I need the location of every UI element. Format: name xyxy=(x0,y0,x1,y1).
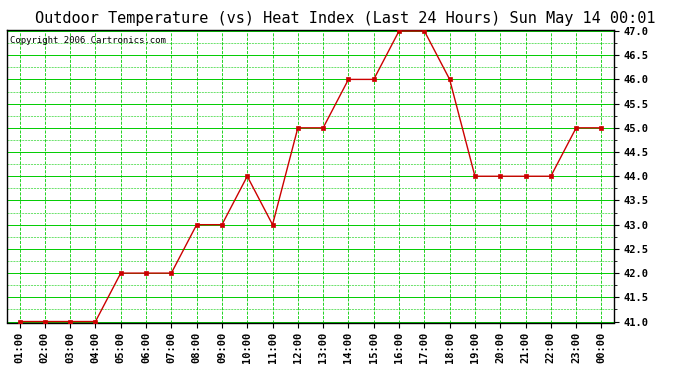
Text: Outdoor Temperature (vs) Heat Index (Last 24 Hours) Sun May 14 00:01: Outdoor Temperature (vs) Heat Index (Las… xyxy=(34,11,655,26)
Text: Copyright 2006 Cartronics.com: Copyright 2006 Cartronics.com xyxy=(10,36,166,45)
